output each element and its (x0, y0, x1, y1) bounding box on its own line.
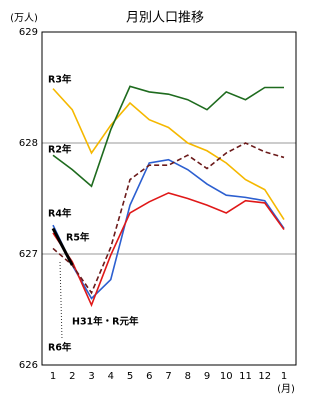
x-tick-label: 5 (127, 371, 133, 382)
x-tick-label: 7 (165, 371, 171, 382)
y-tick-label: 628 (19, 138, 38, 149)
series-label: R3年 (48, 74, 72, 86)
y-tick-label: 626 (19, 360, 38, 371)
x-tick-label: 6 (146, 371, 152, 382)
x-tick-label: 8 (185, 371, 191, 382)
series-label: R6年 (48, 342, 72, 354)
series-line (52, 88, 285, 221)
series-line (51, 227, 74, 266)
leader-line (59, 261, 63, 341)
series-line (52, 85, 284, 188)
series-line (52, 192, 285, 308)
y-tick-label: 629 (19, 27, 38, 38)
y-tick-label: 627 (19, 249, 38, 260)
series-line (52, 158, 285, 300)
x-tick-label: 12 (258, 371, 271, 382)
plot-border (41, 31, 297, 366)
x-tick-label: 9 (204, 371, 210, 382)
x-unit: (月) (277, 383, 295, 395)
y-unit: (万人) (10, 12, 38, 24)
series-label: H31年・R元年 (72, 316, 139, 328)
x-tick-label: 4 (108, 371, 114, 382)
series-label: R5年 (66, 232, 90, 244)
series-label: R4年 (48, 208, 72, 220)
series-line (52, 142, 285, 295)
x-tick-label: 2 (69, 371, 75, 382)
x-tick-label: 3 (88, 371, 94, 382)
x-tick-label: 1 (281, 371, 287, 382)
x-tick-label: 10 (220, 371, 233, 382)
series-label: R2年 (48, 144, 72, 156)
x-tick-label: 1 (50, 371, 56, 382)
x-tick-label: 11 (239, 371, 252, 382)
chart-title: 月別人口推移 (126, 11, 204, 26)
